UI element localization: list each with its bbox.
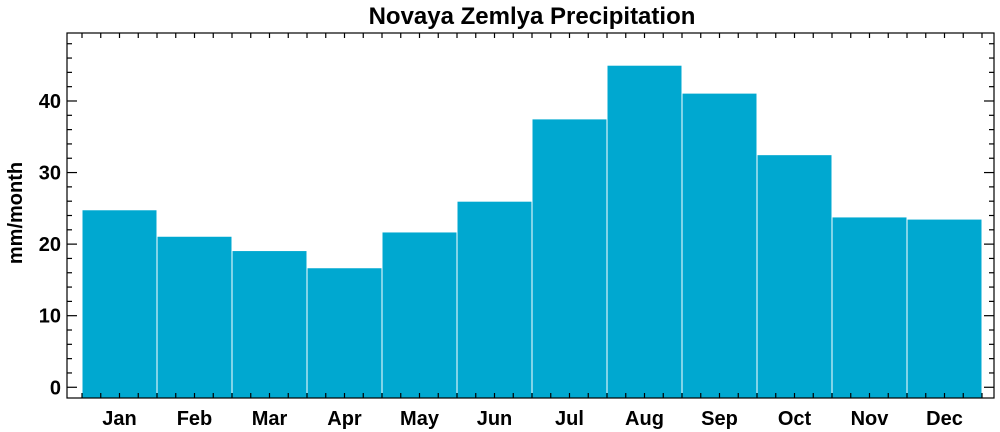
chart-title: Novaya Zemlya Precipitation — [369, 3, 696, 30]
bar-oct — [756, 154, 833, 399]
bar-apr — [306, 267, 383, 399]
x-tick-label-feb: Feb — [177, 408, 213, 430]
bars-group — [81, 64, 983, 399]
y-tick-label: 30 — [39, 163, 61, 185]
x-tick-label-jan: Jan — [102, 408, 136, 430]
bar-jul — [531, 118, 608, 399]
y-tick-label: 0 — [50, 377, 61, 399]
y-tick-label: 20 — [39, 234, 61, 256]
bar-dec — [906, 218, 983, 399]
tick-labels-group: 0 10 20 30 40 Jan Feb Mar Apr May Jun Jul Aug Sep Oct N… — [39, 91, 963, 430]
y-tick-label: 40 — [39, 91, 61, 113]
bar-sep — [681, 92, 758, 399]
bar-feb — [156, 235, 233, 399]
bar-jan — [81, 209, 158, 399]
bar-jun — [456, 200, 533, 399]
x-tick-label-nov: Nov — [851, 408, 890, 430]
bar-may — [381, 231, 458, 399]
x-tick-label-mar: Mar — [252, 408, 288, 430]
x-tick-label-sep: Sep — [701, 408, 738, 430]
x-tick-label-apr: Apr — [327, 408, 362, 430]
x-tick-label-oct: Oct — [778, 408, 812, 430]
x-tick-label-dec: Dec — [926, 408, 963, 430]
x-tick-label-aug: Aug — [625, 408, 664, 430]
x-tick-label-jun: Jun — [477, 408, 513, 430]
bar-mar — [231, 250, 308, 399]
bar-aug — [606, 64, 683, 399]
axes-group — [66, 32, 995, 399]
x-tick-label-may: May — [400, 408, 440, 430]
x-tick-label-jul: Jul — [555, 408, 584, 430]
bar-nov — [831, 216, 908, 399]
y-axis-label: mm/month — [5, 162, 27, 264]
y-tick-label: 10 — [39, 306, 61, 328]
